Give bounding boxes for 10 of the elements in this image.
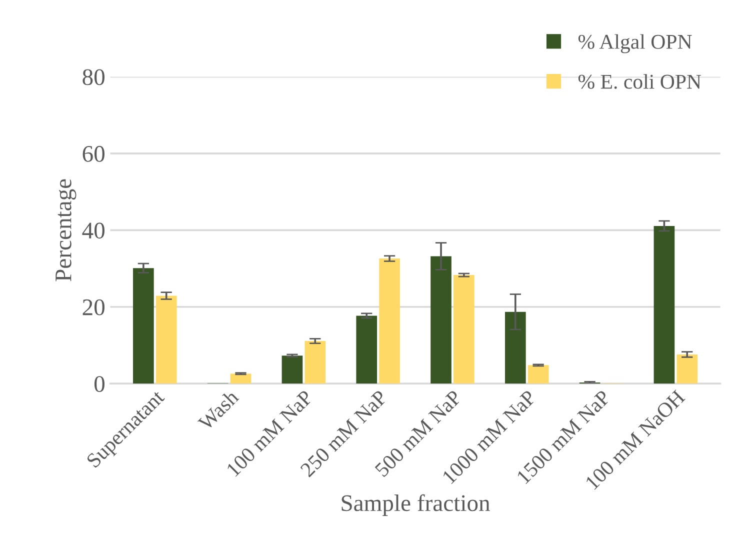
- x-tick-label: Wash: [196, 388, 240, 432]
- legend-label: % E. coli OPN: [578, 74, 702, 89]
- y-tick-label: 0: [94, 376, 104, 392]
- y-axis-title: Percentage: [56, 179, 76, 282]
- y-tick-label: 60: [82, 146, 104, 162]
- y-tick-label: 80: [82, 69, 104, 86]
- x-axis-title: Sample fraction: [342, 494, 490, 516]
- y-tick-label: 40: [82, 222, 104, 239]
- legend-label: % Algal OPN: [578, 34, 692, 54]
- y-tick-label: 20: [82, 299, 104, 316]
